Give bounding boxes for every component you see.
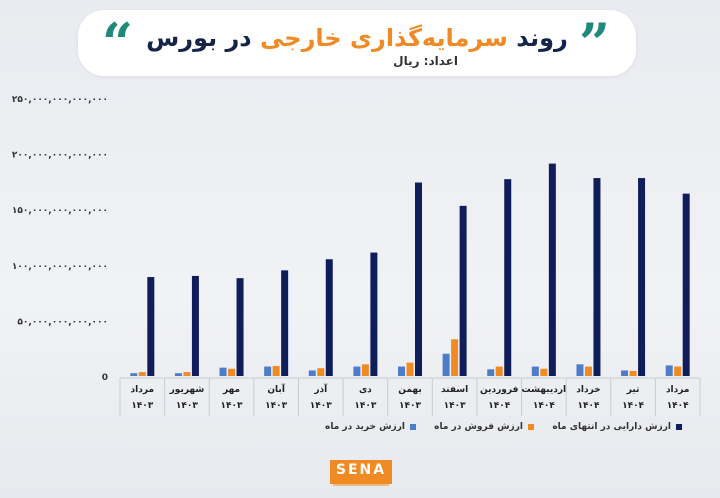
legend-swatch-buy	[410, 424, 416, 430]
x-tick-label-month: بهمن	[398, 385, 421, 395]
bar-buy	[308, 370, 316, 376]
x-tick-label-month: مرداد	[666, 385, 690, 395]
legend-swatch-assets	[676, 424, 682, 430]
title-accent: سرمایه‌گذاری خارجی	[259, 24, 508, 52]
bar-assets	[236, 278, 244, 376]
bar-sell	[138, 372, 146, 376]
bar-buy	[398, 366, 405, 376]
x-tick-label-year: ۱۴۰۳	[265, 401, 287, 411]
bar-assets	[147, 277, 155, 376]
legend-item-assets: ارزش دارایی در انتهای ماه	[552, 422, 682, 432]
bar-sell	[361, 364, 369, 376]
bar-assets	[415, 182, 422, 376]
legend-swatch-sell	[528, 424, 534, 430]
x-tick-label-year: ۱۴۰۳	[399, 401, 421, 411]
bar-sell	[540, 368, 548, 376]
bar-assets	[504, 179, 512, 376]
legend-label-assets: ارزش دارایی در انتهای ماه	[552, 422, 671, 432]
bar-buy	[531, 366, 539, 376]
bar-buy	[442, 353, 450, 376]
quote-left-icon: “	[102, 11, 134, 75]
bar-assets	[638, 178, 646, 376]
chart-title: روند سرمایه‌گذاری خارجی در بورس	[78, 24, 636, 52]
y-tick-label: ۵۰,۰۰۰,۰۰۰,۰۰۰,۰۰۰	[17, 317, 108, 327]
title-part-2: در بورس	[146, 24, 260, 52]
x-tick-label-year: ۱۴۰۳	[444, 401, 466, 411]
bar-sell	[495, 366, 503, 376]
bar-sell	[317, 368, 325, 376]
bar-sell	[406, 362, 414, 376]
bar-assets	[548, 163, 556, 376]
x-tick-label-month: خرداد	[576, 385, 600, 395]
legend-item-sell: ارزش فروش در ماه	[434, 422, 534, 432]
y-tick-label: ۱۵۰,۰۰۰,۰۰۰,۰۰۰,۰۰۰	[12, 206, 108, 216]
bar-sell	[272, 365, 280, 376]
bar-sell	[629, 370, 637, 376]
x-tick-label-year: ۱۴۰۳	[354, 401, 376, 411]
x-tick-label-year: ۱۴۰۴	[622, 401, 644, 411]
sena-logo-underline	[333, 483, 389, 486]
x-tick-label-year: ۱۴۰۳	[221, 401, 243, 411]
bar-buy	[130, 373, 138, 376]
bar-buy	[264, 366, 272, 376]
bar-sell	[584, 366, 592, 376]
bar-assets	[459, 205, 467, 376]
legend: ارزش دارایی در انتهای ماه ارزش فروش در م…	[282, 422, 682, 438]
x-tick-label-month: آبان	[267, 383, 285, 395]
y-tick-label: 0	[102, 373, 108, 383]
x-tick-label-month: مرداد	[131, 385, 155, 395]
title-card: “ ” روند سرمایه‌گذاری خارجی در بورس اعدا…	[78, 10, 636, 76]
bar-buy	[219, 367, 227, 376]
x-tick-label-year: ۱۴۰۳	[176, 401, 198, 411]
bar-assets	[191, 275, 199, 376]
x-tick-label-year: ۱۴۰۴	[667, 401, 689, 411]
x-tick-label-month: اردیبهشت	[522, 385, 567, 395]
x-tick-label-year: ۱۴۰۴	[488, 401, 510, 411]
bar-sell	[451, 339, 459, 376]
x-tick-label-year: ۱۴۰۴	[577, 401, 599, 411]
legend-label-sell: ارزش فروش در ماه	[434, 422, 523, 432]
x-tick-label-year: ۱۴۰۴	[533, 401, 555, 411]
quote-right-icon: ”	[578, 11, 610, 75]
bar-assets	[682, 193, 690, 376]
bar-sell	[674, 366, 682, 376]
y-tick-label: ۲۵۰,۰۰۰,۰۰۰,۰۰۰,۰۰۰	[12, 95, 108, 105]
bar-buy	[665, 365, 673, 376]
legend-item-buy: ارزش خرید در ماه	[325, 422, 416, 432]
bar-buy	[576, 364, 584, 376]
x-tick-label-month: فروردین	[480, 385, 518, 395]
y-tick-label: ۲۰۰,۰۰۰,۰۰۰,۰۰۰,۰۰۰	[12, 151, 108, 161]
title-part-1: روند	[507, 24, 568, 52]
bar-assets	[325, 259, 333, 376]
x-tick-label-year: ۱۴۰۳	[131, 401, 153, 411]
x-tick-label-month: دی	[359, 385, 372, 395]
bar-sell	[183, 372, 191, 376]
y-tick-label: ۱۰۰,۰۰۰,۰۰۰,۰۰۰,۰۰۰	[12, 262, 108, 272]
x-tick-label-month: اسفند	[441, 385, 468, 395]
bar-assets	[281, 270, 289, 376]
x-tick-label-month: تیر	[626, 385, 640, 395]
bar-assets	[593, 178, 601, 376]
bar-buy	[487, 369, 495, 376]
bar-assets	[370, 252, 378, 376]
bar-buy	[621, 370, 629, 376]
x-tick-label-month: آذر	[313, 383, 328, 395]
bar-sell	[228, 368, 236, 376]
x-tick-label-month: شهریور	[169, 385, 205, 395]
unit-label: اعداد: ریال	[393, 54, 458, 68]
sena-logo: SENA	[330, 460, 392, 484]
bar-buy	[353, 366, 361, 376]
x-tick-label-year: ۱۴۰۳	[310, 401, 332, 411]
legend-label-buy: ارزش خرید در ماه	[325, 422, 405, 432]
x-tick-label-month: مهر	[222, 385, 240, 395]
bar-buy	[174, 373, 182, 376]
